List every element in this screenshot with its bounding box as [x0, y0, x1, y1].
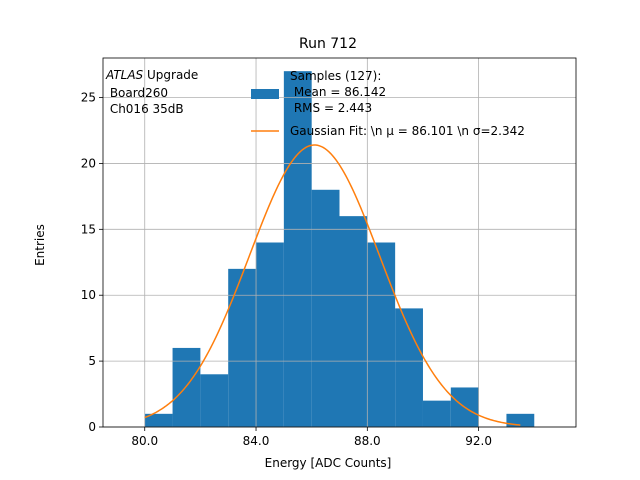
atlas-annotation: ATLAS Upgrade Board260 Ch016 35dB: [105, 68, 198, 116]
atlas-italic-label: ATLAS: [105, 68, 144, 82]
histogram-bar: [339, 216, 368, 427]
legend-samples-line3: RMS = 2.443: [290, 101, 372, 115]
x-tick-label: 80.0: [131, 434, 158, 448]
legend-histogram-swatch: [251, 89, 279, 99]
legend-fit-label: Gaussian Fit: \n μ = 86.101 \n σ=2.342: [290, 124, 525, 138]
histogram-bar: [311, 189, 340, 427]
histogram-bar: [172, 347, 201, 427]
histogram-bar: [200, 374, 229, 427]
atlas-annotation-line2: Board260: [106, 86, 168, 100]
histogram-bar: [395, 308, 423, 427]
y-axis-label: Entries: [33, 224, 47, 266]
y-tick-label: 5: [88, 354, 96, 368]
x-axis-label: Energy [ADC Counts]: [265, 456, 392, 470]
histogram-bar: [228, 268, 257, 427]
legend-samples-line1: Samples (127):: [290, 69, 381, 83]
legend-samples-line2: Mean = 86.142: [290, 85, 386, 99]
x-tick-label: 92.0: [465, 434, 492, 448]
y-tick-label: 0: [88, 420, 96, 434]
atlas-upgrade-label: Upgrade: [143, 68, 198, 82]
y-tick-label: 15: [81, 222, 96, 236]
legend: Samples (127): Mean = 86.142 RMS = 2.443…: [251, 69, 525, 138]
y-tick-label: 10: [81, 288, 96, 302]
histogram-bar: [367, 242, 396, 427]
x-tick-label: 88.0: [354, 434, 381, 448]
chart-title: Run 712: [299, 36, 357, 52]
histogram-bar: [422, 400, 451, 427]
atlas-annotation-line3: Ch016 35dB: [106, 102, 184, 116]
y-tick-label: 20: [81, 156, 96, 170]
histogram-bar: [256, 242, 284, 427]
plot-frame: [102, 57, 577, 428]
y-tick-label: 25: [81, 91, 96, 105]
atlas-annotation-line1: ATLAS Upgrade: [105, 68, 198, 82]
histogram-bar: [144, 413, 173, 427]
x-tick-label: 84.0: [243, 434, 270, 448]
plot-area: 80.0 84.0 88.0 92.0 0 5 10 15 20 25: [81, 57, 577, 448]
histogram-bar: [283, 71, 312, 427]
gaussian-fit-curve: [144, 144, 521, 426]
